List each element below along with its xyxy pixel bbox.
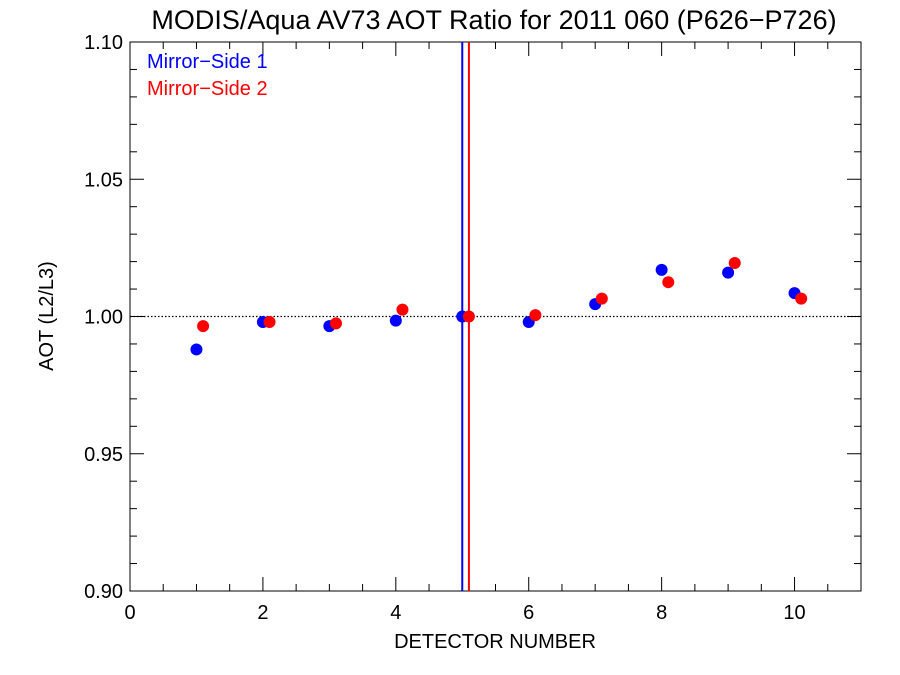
data-point-series-1 [722, 266, 735, 279]
y-tick-label: 0.95 [84, 444, 123, 466]
data-point-series-1 [389, 314, 402, 327]
chart-title: MODIS/Aqua AV73 AOT Ratio for 2011 060 (… [151, 5, 836, 35]
y-tick-label: 1.00 [84, 307, 123, 329]
data-point-series-1 [655, 263, 668, 276]
y-axis-ticks: 0.90 0.95 1.00 1.05 1.10 [84, 32, 861, 603]
data-point-series-2 [595, 292, 608, 305]
y-tick-label: 1.05 [84, 169, 123, 191]
data-points [190, 256, 808, 356]
x-tick-label: 10 [783, 602, 805, 624]
x-axis-label: DETECTOR NUMBER [394, 631, 596, 653]
data-point-series-2 [728, 256, 741, 269]
x-tick-label: 2 [257, 602, 268, 624]
x-axis-ticks: 0 2 4 6 8 10 [124, 42, 862, 624]
data-point-series-2 [197, 320, 210, 333]
legend-entry-mirror-side-1: Mirror−Side 1 [147, 51, 268, 73]
x-tick-label: 8 [656, 602, 667, 624]
data-point-series-1 [190, 343, 203, 356]
data-point-series-2 [330, 317, 343, 330]
legend: Mirror−Side 1 Mirror−Side 2 [147, 51, 268, 100]
x-tick-label: 6 [523, 602, 534, 624]
x-tick-label: 4 [390, 602, 401, 624]
data-point-series-2 [662, 276, 675, 289]
data-point-series-2 [529, 309, 542, 322]
x-tick-label: 0 [124, 602, 135, 624]
data-point-series-2 [462, 310, 475, 323]
y-tick-label: 1.10 [84, 32, 123, 54]
y-tick-label: 0.90 [84, 581, 123, 603]
data-point-series-2 [795, 292, 808, 305]
data-point-series-2 [263, 315, 276, 328]
legend-entry-mirror-side-2: Mirror−Side 2 [147, 78, 268, 100]
y-axis-label: AOT (L2/L3) [36, 261, 58, 371]
data-point-series-2 [396, 303, 409, 316]
